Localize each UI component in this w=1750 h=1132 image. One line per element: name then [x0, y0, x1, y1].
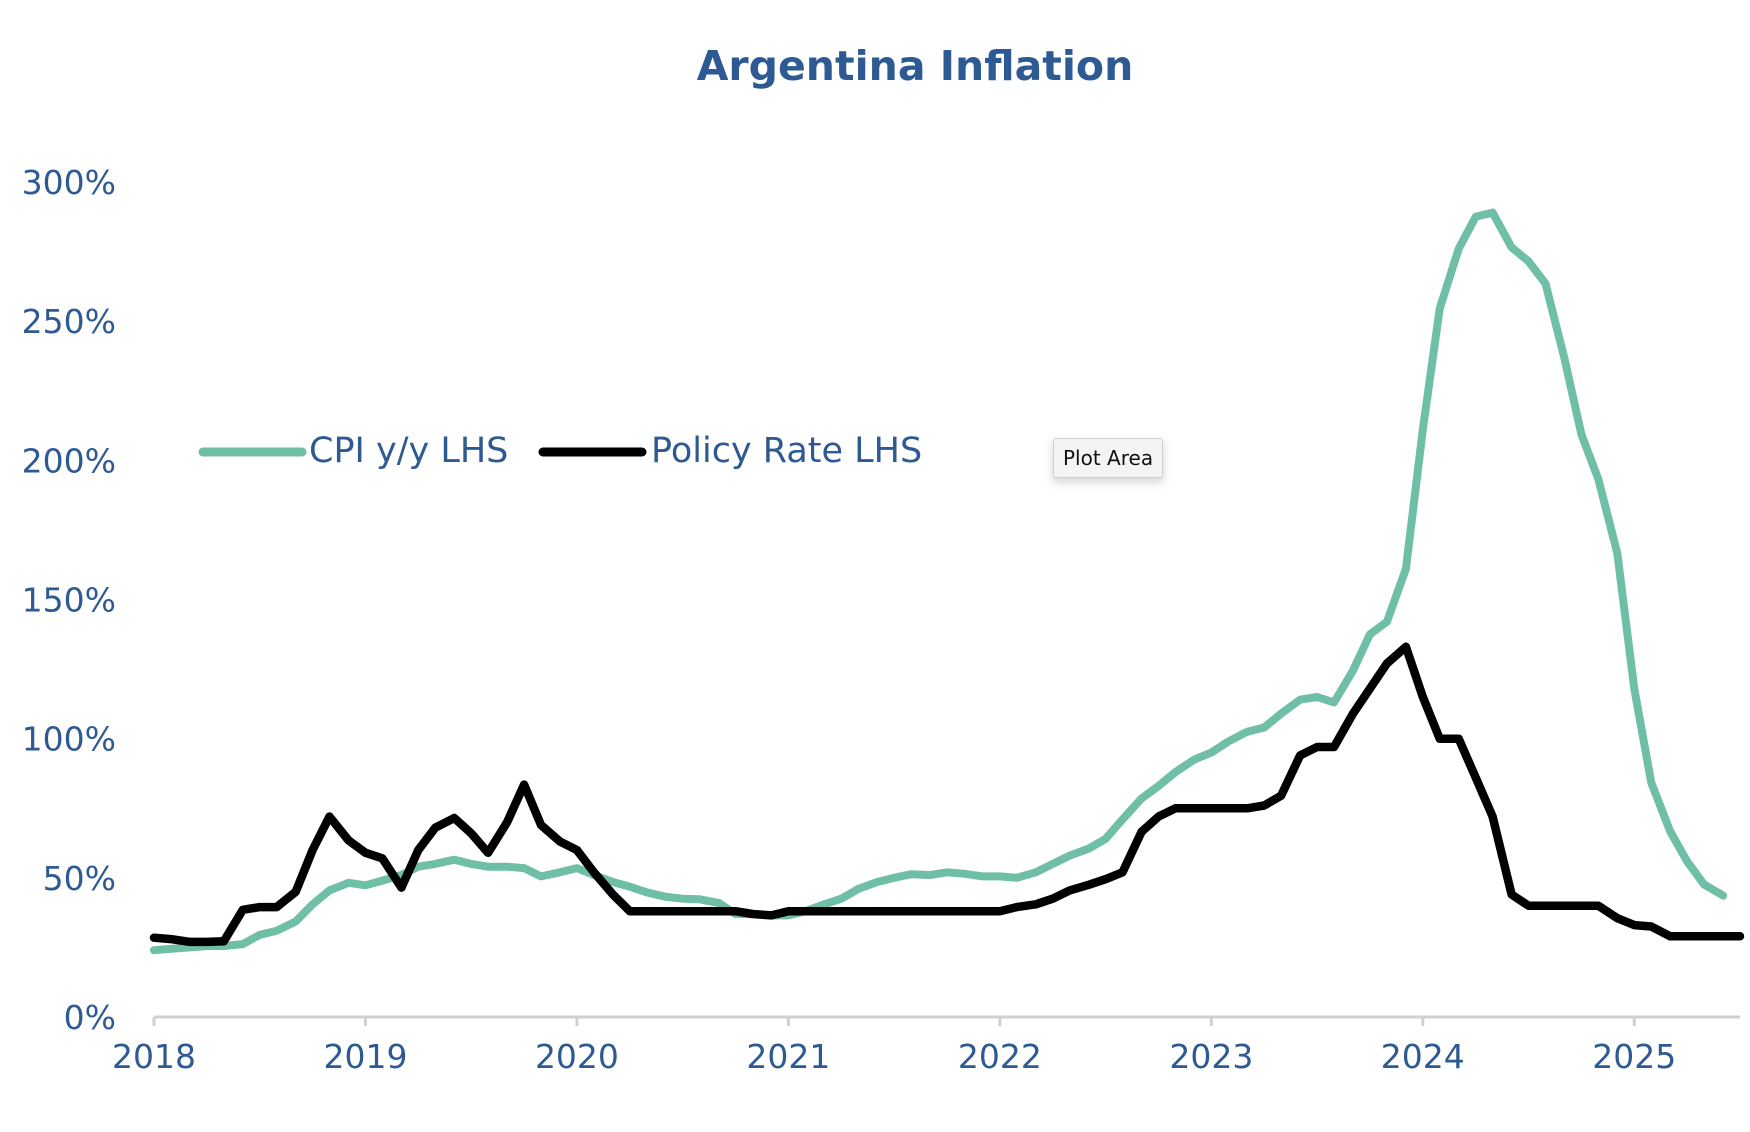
- x-axis: 2018 2019 2020 2021 2022 2023 2024 2025: [112, 1015, 1740, 1076]
- policy-rate-series-line[interactable]: [149, 642, 1745, 947]
- y-tick-label: 0%: [64, 998, 116, 1037]
- x-tick-label: 2025: [1592, 1037, 1676, 1076]
- legend-label-cpi: CPI y/y LHS: [309, 431, 508, 471]
- y-tick-label: 300%: [22, 163, 116, 202]
- y-axis: 0% 50% 100% 150% 200% 250% 300%: [22, 163, 116, 1037]
- x-tick-label: 2021: [746, 1037, 830, 1076]
- y-tick-label: 50%: [43, 859, 116, 898]
- plot-area-tooltip: Plot Area: [1053, 438, 1164, 478]
- cpi-series-line[interactable]: [150, 208, 1728, 955]
- y-tick-label: 250%: [22, 302, 116, 341]
- y-tick-label: 100%: [22, 720, 116, 759]
- y-tick-label: 200%: [22, 441, 116, 480]
- plot-area[interactable]: [149, 208, 1745, 955]
- x-tick-label: 2018: [112, 1037, 196, 1076]
- x-tick-label: 2024: [1381, 1037, 1465, 1076]
- chart-title: Argentina Inflation: [697, 42, 1134, 90]
- legend: CPI y/y LHS Policy Rate LHS: [198, 431, 922, 471]
- y-tick-label: 150%: [22, 581, 116, 620]
- x-tick-label: 2020: [535, 1037, 619, 1076]
- x-tick-label: 2019: [323, 1037, 407, 1076]
- x-tick-label: 2022: [958, 1037, 1042, 1076]
- x-tick-label: 2023: [1169, 1037, 1253, 1076]
- legend-label-policy: Policy Rate LHS: [651, 431, 922, 471]
